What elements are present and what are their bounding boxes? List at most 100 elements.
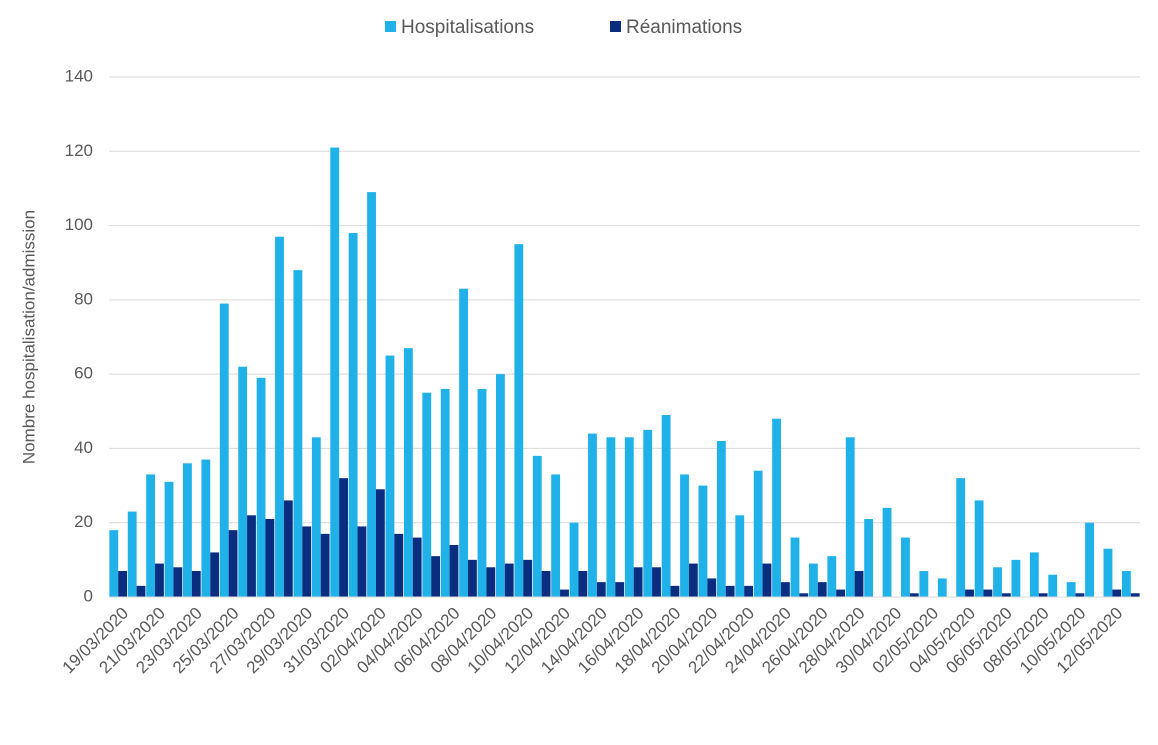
bar xyxy=(707,578,717,597)
bar xyxy=(780,582,790,597)
bar xyxy=(532,455,542,597)
bar xyxy=(817,582,827,597)
bar xyxy=(468,559,477,597)
bar xyxy=(541,571,551,597)
bar xyxy=(615,582,625,597)
bar xyxy=(762,563,772,597)
bar xyxy=(1066,582,1076,597)
bar xyxy=(956,478,966,597)
bar xyxy=(1038,593,1048,597)
bar xyxy=(624,437,634,597)
y-tick-label: 0 xyxy=(84,586,93,605)
bar xyxy=(275,236,284,597)
bar xyxy=(937,578,947,597)
bar xyxy=(1048,574,1058,597)
y-tick-label: 120 xyxy=(65,141,93,160)
bar xyxy=(606,437,616,597)
bar xyxy=(164,481,174,597)
y-tick-label: 80 xyxy=(74,289,93,308)
bar xyxy=(993,567,1002,597)
bar xyxy=(854,571,864,597)
bar xyxy=(302,526,312,597)
bar xyxy=(560,589,569,597)
y-axis-label: Nombre hospitalisation/admission xyxy=(19,210,38,464)
bar xyxy=(183,463,192,597)
bar xyxy=(643,429,653,597)
bar xyxy=(901,537,910,597)
legend-swatch xyxy=(610,21,621,32)
bar xyxy=(588,433,597,597)
bar xyxy=(680,474,689,597)
bar xyxy=(753,470,763,597)
legend-label: Réanimations xyxy=(626,17,742,38)
y-tick-label: 40 xyxy=(74,438,93,457)
bar xyxy=(201,459,211,597)
bar xyxy=(661,415,671,597)
bar xyxy=(1011,559,1021,597)
bar xyxy=(909,593,919,597)
bar xyxy=(210,552,220,597)
bar xyxy=(385,355,395,597)
bar xyxy=(845,437,855,597)
bar xyxy=(799,593,809,597)
bar xyxy=(449,545,459,597)
bar xyxy=(339,478,348,597)
bar xyxy=(1075,593,1085,597)
bar xyxy=(477,389,487,597)
bar xyxy=(320,533,330,597)
bar xyxy=(486,567,496,597)
bar xyxy=(256,377,266,597)
bar xyxy=(504,563,514,597)
bar xyxy=(228,530,238,597)
bar xyxy=(219,303,229,597)
bar xyxy=(191,571,201,597)
bar xyxy=(146,474,156,597)
bar xyxy=(596,582,606,597)
bar xyxy=(173,567,183,597)
bar xyxy=(247,515,256,597)
y-tick-label: 60 xyxy=(74,364,93,383)
bar xyxy=(1085,522,1094,597)
bar xyxy=(735,515,745,597)
bar xyxy=(578,571,588,597)
bar xyxy=(127,511,137,597)
bar xyxy=(919,571,929,597)
bar xyxy=(836,589,846,597)
bar xyxy=(523,559,533,597)
bar xyxy=(403,348,413,597)
bar xyxy=(136,585,146,597)
bar xyxy=(1029,552,1039,597)
bar xyxy=(265,519,275,597)
bar xyxy=(983,589,993,597)
bar xyxy=(569,522,579,597)
bar xyxy=(440,389,450,597)
y-tick-label: 140 xyxy=(65,66,93,85)
bar xyxy=(514,244,524,597)
bar xyxy=(772,418,781,597)
bar xyxy=(412,537,422,597)
bar xyxy=(330,147,340,598)
bar xyxy=(1121,571,1131,597)
bar xyxy=(725,585,735,597)
bar xyxy=(375,489,385,597)
bar xyxy=(109,530,119,597)
bar xyxy=(633,567,643,597)
legend-label: Hospitalisations xyxy=(401,17,534,38)
bar xyxy=(348,233,358,597)
bar xyxy=(716,441,726,597)
bar xyxy=(394,533,404,597)
bar xyxy=(1112,589,1122,597)
bar xyxy=(431,556,441,597)
bar xyxy=(1001,593,1011,597)
bar xyxy=(1130,593,1140,597)
bar xyxy=(293,270,303,597)
bar xyxy=(1103,548,1113,597)
bar xyxy=(551,474,561,597)
bar xyxy=(495,374,505,597)
bar xyxy=(827,556,837,597)
bar xyxy=(882,507,892,597)
bar xyxy=(459,288,469,597)
bar xyxy=(974,500,984,597)
bar xyxy=(155,563,164,597)
legend-swatch xyxy=(385,21,396,32)
